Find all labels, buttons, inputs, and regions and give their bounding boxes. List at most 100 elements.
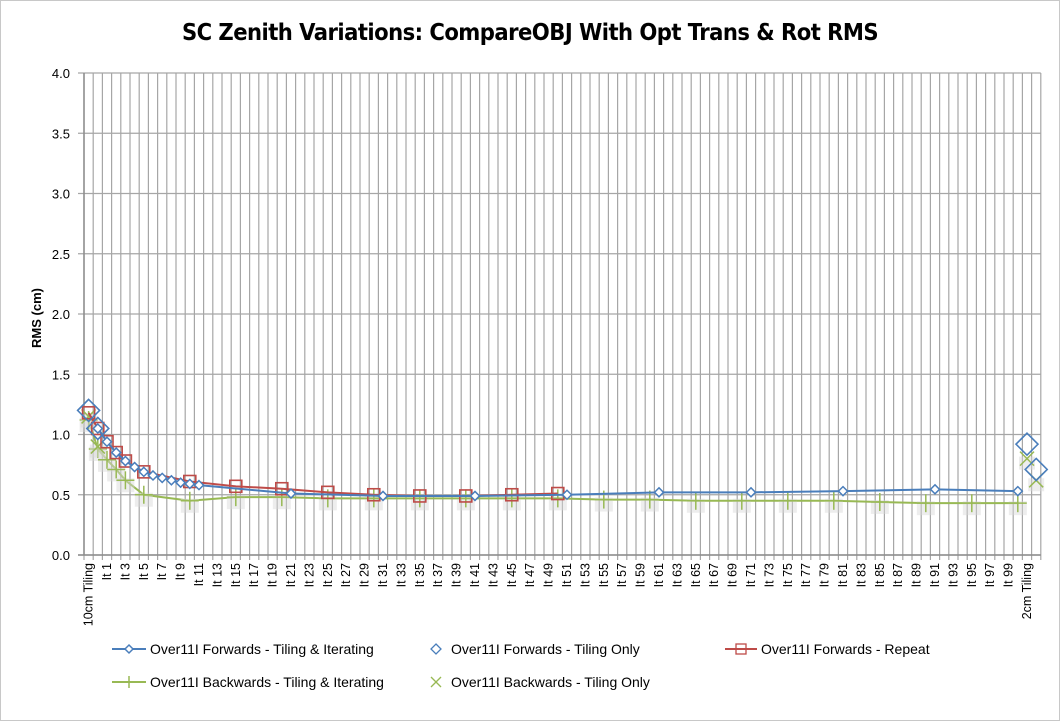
x-tick-label: It 47	[523, 563, 537, 587]
x-tick-label: It 51	[560, 563, 574, 587]
series-over11i-backwards-tiling-iterating	[79, 411, 1027, 516]
data-point-diamond	[193, 479, 205, 491]
x-tick-label: It 77	[799, 563, 813, 587]
legend-label: Over11I Forwards - Repeat	[761, 641, 930, 657]
legend-item-forwards-repeat: Over11I Forwards - Repeat	[725, 638, 930, 660]
data-point-diamond	[175, 477, 187, 489]
x-tick-label: It 75	[781, 563, 795, 587]
data-point-diamond	[147, 469, 159, 482]
legend: Over11I Forwards - Tiling & Iterating Ov…	[0, 636, 1060, 706]
axes	[78, 73, 1041, 556]
x-tick-labels: 10cm Tiling It 1 It 3 It 5 It 7 It 9 It 11 It 1…	[82, 563, 1034, 626]
x-tick-label: It 35	[413, 563, 427, 587]
x-tick-label: It 65	[689, 563, 703, 587]
data-point-diamond	[101, 436, 113, 448]
gridlines	[78, 72, 1042, 560]
legend-line-square-icon	[725, 643, 757, 655]
y-tick-label: 0.0	[52, 548, 70, 563]
data-point-x	[81, 408, 97, 424]
x-tick-label: It 55	[597, 563, 611, 587]
data-point-diamond	[110, 447, 122, 459]
x-tick-label: It 63	[670, 563, 684, 587]
x-tick-label: It 73	[762, 563, 776, 587]
y-tick-label: 3.5	[52, 126, 70, 141]
y-tick-labels: 0.0 0.5 1.0 1.5 2.0 2.5 3.0 3.5 4.0	[52, 66, 70, 563]
chart-title: SC Zenith Variations: CompareOBJ With Op…	[181, 20, 879, 46]
data-point-square	[274, 481, 289, 496]
y-axis-label: RMS (cm)	[29, 288, 44, 348]
x-tick-label: It 29	[358, 563, 372, 587]
x-tick-label: It 97	[983, 563, 997, 587]
data-point-diamond	[745, 486, 757, 498]
x-tick-label: It 3	[118, 563, 132, 580]
data-point-diamond	[76, 398, 101, 423]
data-point-diamond	[92, 422, 104, 435]
legend-item-backwards-tiling-only: Over11I Backwards - Tiling Only	[425, 671, 650, 693]
x-tick-label: It 7	[155, 563, 169, 580]
x-tick-label: It 85	[873, 563, 887, 587]
x-tick-label: It 95	[965, 563, 979, 587]
data-point-diamond	[929, 483, 941, 495]
y-tick-label: 2.0	[52, 307, 70, 322]
x-tick-label: It 13	[210, 563, 224, 587]
y-tick-label: 0.5	[52, 488, 70, 503]
legend-diamond-icon	[430, 643, 442, 655]
legend-line-diamond-icon	[112, 643, 146, 655]
x-tick-label: It 57	[615, 563, 629, 587]
x-tick-label: It 31	[376, 563, 390, 587]
x-tick-label: It 21	[284, 563, 298, 587]
x-tick-label: It 5	[137, 563, 151, 580]
x-tick-label: It 87	[891, 563, 905, 587]
x-tick-label: It 81	[836, 563, 850, 587]
data-point-square	[118, 454, 133, 468]
x-tick-label: It 91	[928, 563, 942, 587]
x-tick-label: It 1	[100, 563, 114, 580]
legend-line-plus-icon	[112, 676, 146, 688]
legend-label: Over11I Forwards - Tiling & Iterating	[150, 641, 374, 657]
data-point-diamond	[1024, 457, 1049, 482]
y-tick-label: 4.0	[52, 66, 70, 81]
data-point-diamond	[837, 485, 849, 497]
legend-item-backwards-tiling-iterating: Over11I Backwards - Tiling & Iterating	[112, 671, 384, 693]
data-point-diamond	[129, 461, 141, 473]
legend-item-forwards-tiling-iterating: Over11I Forwards - Tiling & Iterating	[112, 638, 374, 660]
x-tick-label: It 15	[229, 563, 243, 587]
series-over11i-forwards-tiling-only	[76, 398, 1049, 482]
x-tick-label: It 9	[174, 563, 188, 580]
data-point-diamond	[119, 455, 131, 467]
data-point-diamond	[156, 472, 168, 484]
data-point-diamond	[165, 474, 177, 486]
x-tick-label: It 61	[652, 563, 666, 587]
plot-area: 0.0 0.5 1.0 1.5 2.0 2.5 3.0 3.5 4.0 10cm Tiling I…	[29, 66, 1049, 626]
data-point-diamond	[184, 478, 196, 490]
x-tick-label: It 89	[910, 563, 924, 587]
data-point-diamond	[1012, 485, 1024, 497]
x-tick-label: It 79	[818, 563, 832, 587]
data-point-square	[320, 485, 335, 500]
data-point-diamond	[469, 490, 481, 502]
data-point-x	[1019, 451, 1035, 467]
data-point-square	[109, 445, 123, 460]
data-point-square	[91, 421, 105, 436]
x-tick-label: It 49	[542, 563, 556, 587]
x-tick-label: It 37	[431, 563, 445, 587]
data-point-diamond	[138, 466, 150, 478]
x-tick-label: It 45	[505, 563, 519, 587]
data-point-square	[137, 465, 151, 479]
x-tick-label: It 19	[266, 563, 280, 587]
y-tick-label: 2.5	[52, 247, 70, 262]
x-tick-label: It 99	[1002, 563, 1016, 587]
data-point-square	[100, 434, 114, 449]
x-tick-label: It 67	[707, 563, 721, 587]
x-tick-label: It 25	[321, 563, 335, 587]
legend-label: Over11I Backwards - Tiling & Iterating	[150, 674, 384, 690]
y-tick-label: 3.0	[52, 187, 70, 202]
x-tick-label: It 59	[634, 563, 648, 587]
legend-label: Over11I Backwards - Tiling Only	[451, 674, 650, 690]
data-point-square	[81, 406, 96, 420]
x-tick-label: It 93	[946, 563, 960, 587]
x-tick-label: 2cm Tiling	[1020, 563, 1034, 619]
x-tick-label: It 17	[247, 563, 261, 587]
x-tick-label: It 69	[726, 563, 740, 587]
